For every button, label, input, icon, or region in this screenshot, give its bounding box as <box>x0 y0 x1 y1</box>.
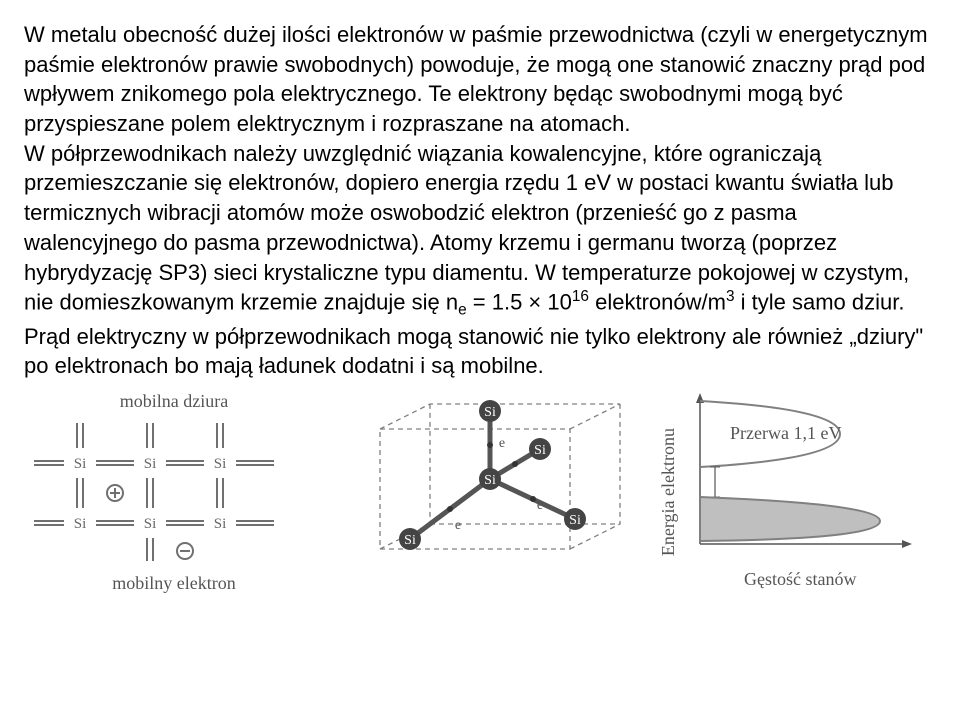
e-label: e <box>455 518 461 533</box>
lattice-svg: Si Si Si Si Si Si <box>24 413 314 563</box>
si-label: Si <box>484 405 496 420</box>
e-label: e <box>499 436 505 451</box>
diagram-bands: Energia elektronu Przerwa 1,1 eV Gęstość… <box>656 389 936 595</box>
si-label: Si <box>144 516 157 532</box>
si-label: Si <box>74 516 87 532</box>
x-axis-label: Gęstość stanów <box>680 567 920 591</box>
superscript-3: 3 <box>726 288 735 305</box>
si-label: Si <box>569 513 581 528</box>
paragraph-2a: W półprzewodnikach należy uwzględnić wią… <box>24 141 909 315</box>
y-axis-label: Energia elektronu <box>656 428 680 556</box>
label-electron: mobilny elektron <box>24 571 324 595</box>
diagram-cell: Si Si Si Si Si e e e <box>340 389 640 595</box>
bands-svg: Przerwa 1,1 eV <box>680 389 920 559</box>
si-label: Si <box>404 533 416 548</box>
si-label: Si <box>534 443 546 458</box>
si-label: Si <box>74 456 87 472</box>
paragraph-2c: elektronów/m <box>589 290 726 315</box>
diagram-lattice: mobilna dziura <box>24 389 324 595</box>
diagrams-row: mobilna dziura <box>24 389 936 595</box>
si-label: Si <box>214 456 227 472</box>
e-label: e <box>537 498 543 513</box>
gap-label: Przerwa 1,1 eV <box>730 423 841 443</box>
body-text: W metalu obecność dużej ilości elektronó… <box>24 20 936 381</box>
si-label: Si <box>214 516 227 532</box>
cell-svg: Si Si Si Si Si e e e <box>340 389 640 579</box>
paragraph-1: W metalu obecność dużej ilości elektronó… <box>24 22 928 136</box>
si-label: Si <box>484 473 496 488</box>
paragraph-2b: = 1.5 × 10 <box>467 290 572 315</box>
superscript-16: 16 <box>572 288 589 305</box>
si-label: Si <box>144 456 157 472</box>
subscript-e: e <box>458 302 467 319</box>
label-hole: mobilna dziura <box>24 389 324 413</box>
